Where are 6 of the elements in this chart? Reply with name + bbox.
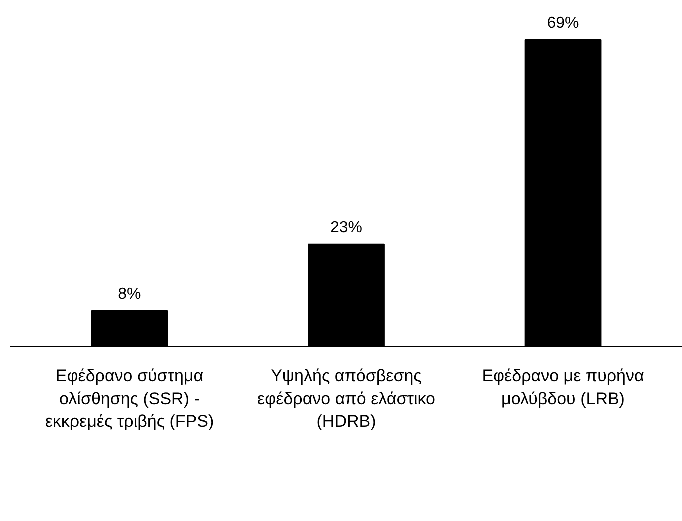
data-label: 69% — [547, 15, 580, 32]
x-tick-label: Εφέδρανο με πυρήνα μολύβδου (LRB) — [482, 366, 645, 408]
x-tick-label: Εφέδρανο σύστημα ολίσθησης (SSR) - εκκρεμές τριβής (FPS) — [45, 366, 214, 432]
data-label: 8% — [118, 286, 142, 303]
data-label: 23% — [330, 219, 363, 236]
x-tick-label: Υψηλής απόσβεσης εφέδρανο από ελάστικο (HDRB) — [258, 366, 436, 432]
